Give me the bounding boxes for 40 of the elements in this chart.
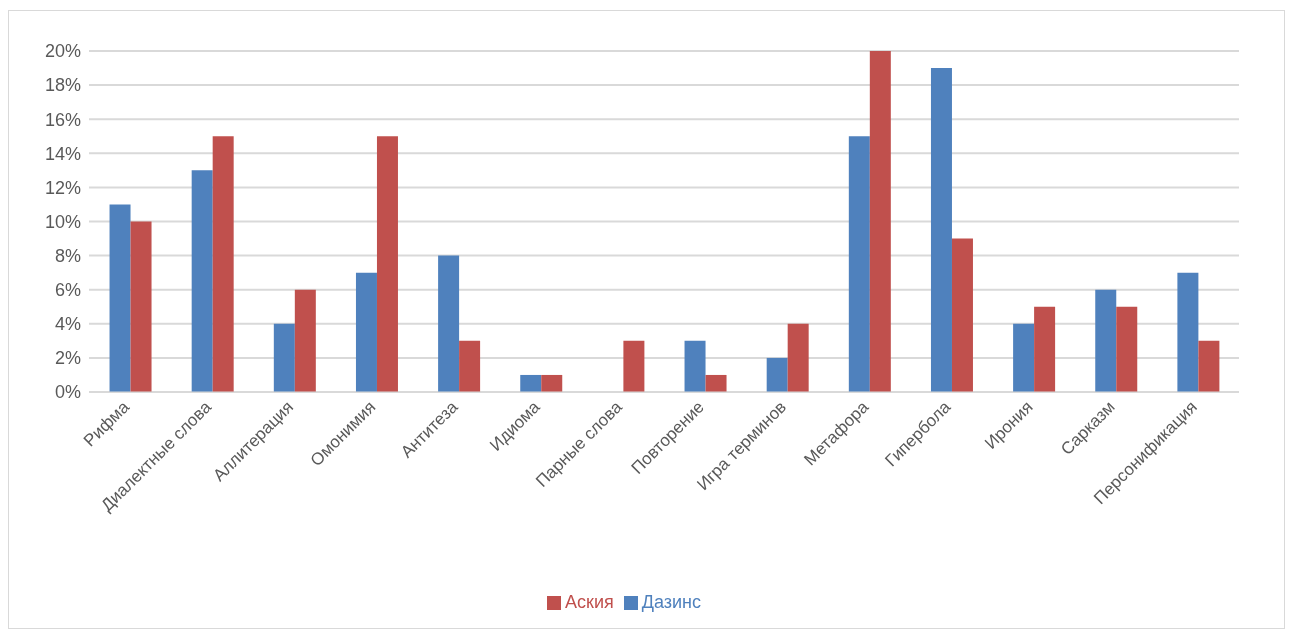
bar: [438, 255, 460, 392]
y-tick-label: 14%: [44, 143, 81, 164]
bar: [520, 374, 542, 392]
bar: [212, 136, 234, 392]
y-tick-label: 4%: [54, 314, 81, 335]
y-tick-label: 18%: [44, 75, 81, 96]
bar: [787, 323, 809, 392]
bar: [1034, 306, 1056, 392]
bar: [1116, 306, 1138, 392]
bar: [1198, 340, 1220, 392]
bar: [930, 68, 952, 392]
bar: [191, 170, 213, 392]
y-tick-label: 20%: [44, 41, 81, 62]
bar: [623, 340, 645, 392]
y-tick-label: 0%: [54, 382, 81, 403]
bar: [869, 51, 891, 392]
bar: [355, 272, 377, 392]
bar: [1013, 323, 1035, 392]
bar: [109, 204, 131, 392]
bar: [1177, 272, 1199, 392]
bar: [684, 340, 706, 392]
bar: [705, 374, 727, 392]
bar: [130, 221, 152, 392]
bar: [541, 374, 563, 392]
bar: [1095, 289, 1117, 392]
y-tick-label: 12%: [44, 177, 81, 198]
y-tick-label: 10%: [44, 211, 81, 232]
legend-label: Дазинс: [641, 592, 701, 612]
y-tick-label: 8%: [54, 245, 81, 266]
y-tick-label: 2%: [54, 348, 81, 369]
y-tick-label: 16%: [44, 109, 81, 130]
bar: [766, 357, 788, 392]
bar: [376, 136, 398, 392]
y-tick-label: 6%: [54, 280, 81, 301]
bar: [459, 340, 481, 392]
bar: [951, 238, 973, 392]
bar: [273, 323, 295, 392]
bar: [848, 136, 870, 392]
bar: [294, 289, 316, 392]
legend-label: Аския: [565, 592, 614, 612]
